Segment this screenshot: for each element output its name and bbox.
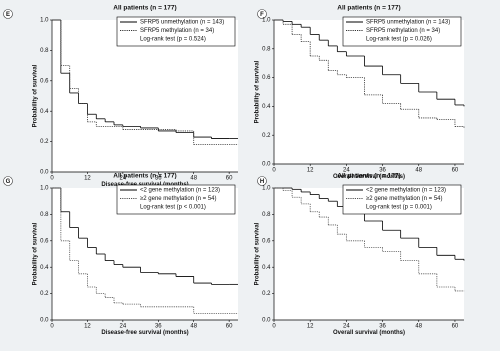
y-tick-label: 1.0 (262, 18, 271, 24)
y-tick-label: 0.4 (40, 265, 49, 271)
y-tick-label: 0.4 (262, 265, 271, 271)
x-tick-label: 12 (84, 176, 91, 182)
panel-badge (3, 176, 13, 186)
y-tick-label: 0.2 (262, 291, 271, 297)
x-tick-label: 24 (343, 168, 350, 174)
annotation: Log-rank test (p = 0.524) (140, 37, 206, 43)
x-tick-label: 12 (84, 324, 91, 330)
x-tick-label: 24 (120, 176, 127, 182)
x-tick-label: 48 (190, 324, 197, 330)
x-tick-label: 12 (307, 324, 314, 330)
y-axis-label: Probability of survival (33, 222, 39, 285)
y-tick-label: 0.2 (40, 291, 49, 297)
y-tick-label: 0.0 (40, 170, 49, 176)
y-tick-label: 0.6 (262, 238, 271, 244)
x-axis-label: Disease-free survival (months) (101, 330, 188, 336)
legend-label: <2 gene methylation (n = 123) (140, 188, 220, 194)
x-tick-label: 36 (155, 176, 162, 182)
x-axis-label: Overall survival (months) (333, 330, 405, 336)
chart-title: All patients (n = 177) (337, 173, 400, 180)
y-tick-label: 0.4 (262, 104, 271, 110)
x-tick-label: 0 (272, 324, 276, 330)
x-tick-label: 36 (379, 168, 386, 174)
legend-label: <2 gene methylation (n = 123) (366, 188, 446, 194)
x-axis-label: Overall survival (months) (333, 174, 405, 180)
annotation: Log-rank test (p < 0.001) (140, 205, 206, 211)
x-tick-label: 48 (415, 168, 422, 174)
y-tick-label: 0.8 (262, 46, 271, 52)
panel-label: H (260, 179, 264, 185)
y-tick-label: 0.6 (40, 238, 49, 244)
panel-label: E (6, 12, 10, 18)
annotation: Log-rank test (p = 0.026) (366, 37, 432, 43)
panel-label: F (260, 12, 264, 18)
x-tick-label: 48 (415, 324, 422, 330)
y-tick-label: 1.0 (40, 18, 49, 24)
x-tick-label: 0 (50, 324, 54, 330)
chart-title: All patients (n = 177) (337, 5, 400, 12)
x-tick-label: 0 (272, 168, 276, 174)
y-tick-label: 0.0 (262, 318, 271, 324)
legend-label: SFRP5 unmethylation (n = 143) (140, 20, 224, 26)
x-tick-label: 60 (226, 176, 233, 182)
panel-badge (257, 9, 267, 19)
x-tick-label: 24 (343, 324, 350, 330)
y-axis-label: Probability of survival (255, 222, 261, 285)
panel-badge (3, 9, 13, 19)
y-tick-label: 0.0 (40, 318, 49, 324)
chart-title: All patients (n = 177) (113, 5, 176, 12)
y-axis-label: Probability of survival (33, 64, 39, 127)
x-tick-label: 0 (50, 176, 54, 182)
y-axis-label: Probability of survival (255, 60, 261, 123)
chart-title: All patients (n = 177) (113, 173, 176, 180)
annotation: Log-rank test (p = 0.001) (366, 205, 432, 211)
legend-label: ≥2 gene methylation (n = 54) (366, 196, 443, 202)
legend-label: SFRP5 methylation (n = 34) (140, 28, 214, 34)
y-tick-label: 0.0 (262, 162, 271, 168)
x-tick-label: 60 (452, 168, 459, 174)
y-tick-label: 0.2 (40, 139, 49, 145)
x-tick-label: 36 (379, 324, 386, 330)
y-tick-label: 0.8 (40, 212, 49, 218)
panel-badge (257, 176, 267, 186)
y-tick-label: 0.4 (40, 109, 49, 115)
y-tick-label: 0.2 (262, 133, 271, 139)
y-tick-label: 1.0 (40, 186, 49, 192)
x-tick-label: 24 (120, 324, 127, 330)
legend-label: SFRP5 unmethylation (n = 143) (366, 20, 450, 26)
legend-label: SFRP5 methylation (n = 34) (366, 28, 440, 34)
x-tick-label: 60 (226, 324, 233, 330)
x-tick-label: 48 (190, 176, 197, 182)
y-tick-label: 0.8 (262, 212, 271, 218)
x-tick-label: 36 (155, 324, 162, 330)
x-tick-label: 12 (307, 168, 314, 174)
y-tick-label: 1.0 (262, 186, 271, 192)
legend-label: ≥2 gene methylation (n = 54) (140, 196, 217, 202)
y-tick-label: 0.6 (262, 75, 271, 81)
y-tick-label: 0.6 (40, 78, 49, 84)
x-tick-label: 60 (452, 324, 459, 330)
panel-label: G (6, 179, 11, 185)
y-tick-label: 0.8 (40, 48, 49, 54)
